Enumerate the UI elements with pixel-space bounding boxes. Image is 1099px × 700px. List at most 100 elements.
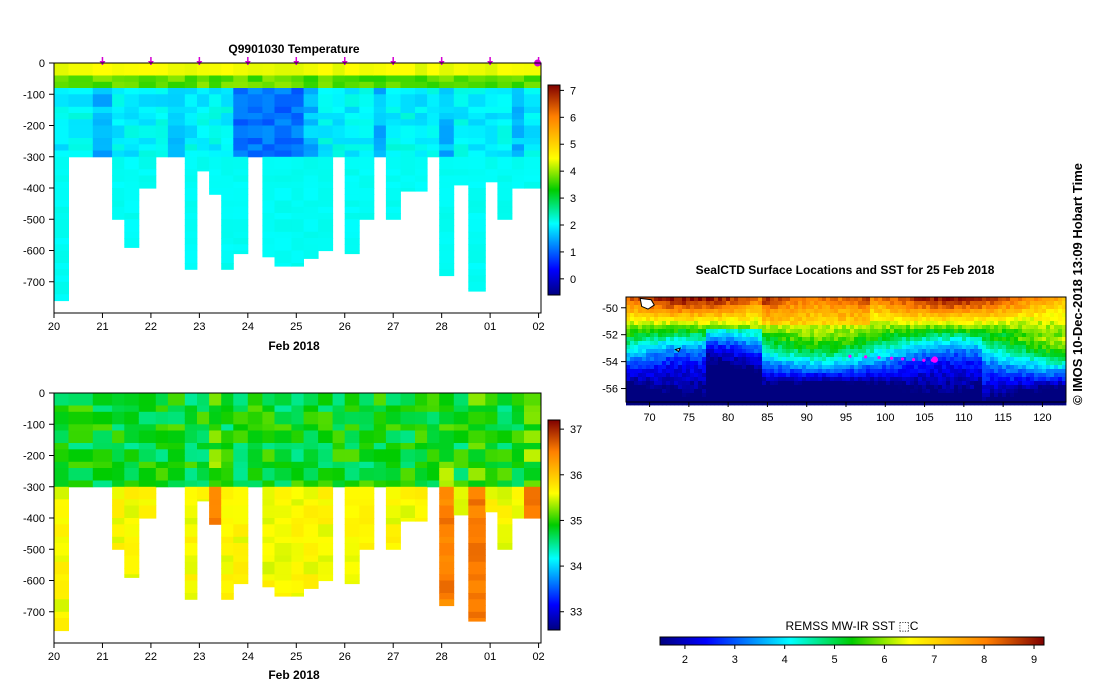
heatmap-cell xyxy=(138,430,157,438)
heatmap-cell xyxy=(54,399,69,407)
sst-cell xyxy=(978,345,983,350)
sst-cell xyxy=(870,317,875,322)
heatmap-cell xyxy=(453,144,469,152)
heatmap-cell xyxy=(303,244,319,252)
sst-cell xyxy=(790,345,795,350)
heatmap-cell xyxy=(262,238,275,245)
sst-cell xyxy=(730,377,735,382)
sst-cell xyxy=(770,329,775,334)
sst-cell xyxy=(970,341,975,346)
sst-cell xyxy=(674,401,679,406)
heatmap-cell xyxy=(92,399,113,407)
sst-cell xyxy=(794,353,799,358)
sst-cell xyxy=(918,381,923,386)
heatmap-cell xyxy=(274,181,292,189)
sst-cell xyxy=(982,313,987,318)
sst-cell xyxy=(950,345,955,350)
sst-cell xyxy=(642,381,647,386)
sst-cell xyxy=(854,377,859,382)
heatmap-cell xyxy=(155,461,169,469)
heatmap-cell xyxy=(427,150,440,158)
sst-cell xyxy=(878,357,883,362)
sst-cell xyxy=(922,297,927,302)
sst-cell xyxy=(882,381,887,386)
heatmap-cell xyxy=(385,436,401,444)
sst-cell xyxy=(830,297,835,302)
sst-cell xyxy=(870,325,875,330)
sst-cell xyxy=(754,349,759,354)
heatmap-cell xyxy=(511,144,525,152)
sst-cell xyxy=(798,313,803,318)
heatmap-cell xyxy=(497,455,513,463)
sst-cell xyxy=(1038,393,1043,398)
heatmap-cell xyxy=(167,405,186,413)
heatmap-cell xyxy=(138,449,157,457)
heatmap-cell xyxy=(344,524,360,532)
heatmap-cell xyxy=(221,144,234,152)
sst-cell xyxy=(658,361,663,366)
heatmap-cell xyxy=(373,138,387,145)
sst-cell xyxy=(750,381,755,386)
sst-cell xyxy=(1058,401,1063,406)
sst-cell xyxy=(898,393,903,398)
heatmap-cell xyxy=(468,530,486,538)
sst-cell xyxy=(658,321,663,326)
sst-cell xyxy=(1058,353,1063,358)
heatmap-cell xyxy=(54,618,69,625)
sst-cell xyxy=(1062,353,1067,358)
heatmap-cell xyxy=(233,480,249,488)
heatmap-cell xyxy=(344,468,360,475)
sst-cell xyxy=(814,373,819,378)
heatmap-cell xyxy=(468,593,486,600)
sst-cell xyxy=(654,341,659,346)
heatmap-cell xyxy=(439,455,455,463)
heatmap-cell xyxy=(184,63,198,70)
sst-cell xyxy=(926,337,931,342)
sst-cell xyxy=(678,329,683,334)
heatmap-cell xyxy=(262,169,275,177)
heatmap-cell xyxy=(262,530,275,538)
sst-cell xyxy=(690,313,695,318)
sst-cell xyxy=(706,337,711,342)
sst-cell xyxy=(1038,337,1043,342)
sst-cell xyxy=(934,377,939,382)
heatmap-cell xyxy=(359,405,375,413)
sst-cell xyxy=(678,385,683,390)
heatmap-cell xyxy=(233,100,249,108)
sst-cell xyxy=(886,353,891,358)
sst-cell xyxy=(1062,373,1067,378)
heatmap-cell xyxy=(511,169,525,177)
track-point xyxy=(864,355,868,359)
heatmap-cell xyxy=(274,238,292,245)
sst-cell xyxy=(674,301,679,306)
sst-cell xyxy=(962,397,967,402)
sst-cell xyxy=(702,317,707,322)
sst-cell xyxy=(866,305,871,310)
sst-cell xyxy=(1014,341,1019,346)
sst-cell xyxy=(658,373,663,378)
sst-cell xyxy=(914,397,919,402)
sst-cell xyxy=(718,385,723,390)
sst-cell xyxy=(986,309,991,314)
sst-cell xyxy=(850,297,855,302)
sst-cell xyxy=(674,297,679,302)
sst-cell xyxy=(930,297,935,302)
sst-cell xyxy=(758,393,763,398)
sst-cell xyxy=(730,397,735,402)
sst-cell xyxy=(754,381,759,386)
sst-cell xyxy=(678,369,683,374)
sst-cell xyxy=(762,321,767,326)
sst-cell xyxy=(922,365,927,370)
sst-cell xyxy=(1054,305,1059,310)
sst-cell xyxy=(686,297,691,302)
heatmap-cell xyxy=(112,518,125,525)
heatmap-cell xyxy=(262,225,275,233)
sst-cell xyxy=(794,385,799,390)
sst-cell xyxy=(1058,393,1063,398)
sst-cell xyxy=(1026,305,1031,310)
sst-cell xyxy=(778,341,783,346)
sst-cell xyxy=(630,329,635,334)
sst-cell xyxy=(734,365,739,370)
sst-cell xyxy=(822,321,827,326)
sst-cell xyxy=(726,345,731,350)
